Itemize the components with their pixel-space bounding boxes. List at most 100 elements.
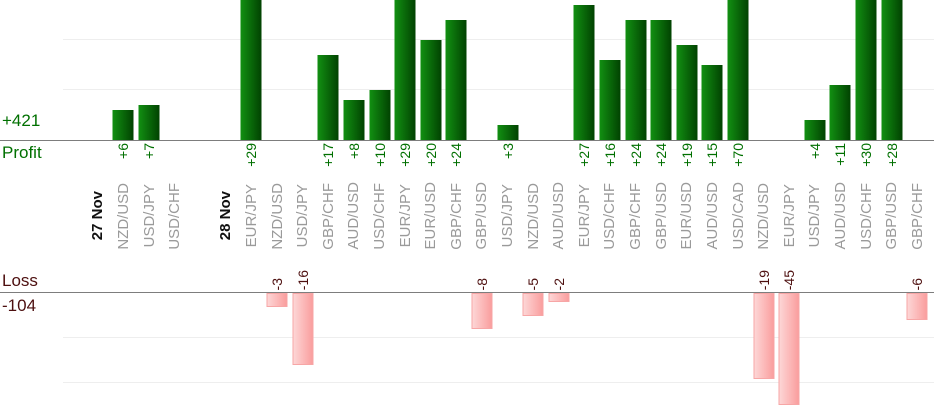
loss-bar bbox=[292, 293, 314, 365]
spacer-cell bbox=[725, 252, 751, 266]
pair-label: EUR/JPY bbox=[780, 184, 798, 248]
loss-value-cell: -16 bbox=[290, 266, 316, 292]
loss-bar bbox=[753, 293, 775, 379]
loss-value-cell: -5 bbox=[520, 266, 546, 292]
profit-value-cell: +11 bbox=[828, 140, 854, 180]
column-aud-usd: AUD/USD -2 bbox=[546, 0, 572, 420]
x-label-cell: AUD/USD bbox=[341, 180, 367, 252]
pair-label: USD/CHF bbox=[601, 182, 619, 250]
column-nzd-usd: NZD/USD -3 bbox=[264, 0, 290, 420]
x-label-cell bbox=[187, 180, 213, 252]
loss-plot-cell bbox=[85, 292, 111, 420]
column-nzd-usd: +6 NZD/USD bbox=[111, 0, 137, 420]
x-label-cell: EUR/JPY bbox=[572, 180, 598, 252]
profit-gridline-10 bbox=[63, 89, 934, 90]
loss-plot-cell bbox=[315, 292, 341, 420]
spacer-cell bbox=[700, 252, 726, 266]
profit-value-cell: +3 bbox=[495, 140, 521, 180]
profit-plot-cell bbox=[546, 0, 572, 140]
profit-value-cell bbox=[162, 140, 188, 180]
loss-plot-cell bbox=[111, 292, 137, 420]
spacer-cell bbox=[853, 252, 879, 266]
spacer-cell bbox=[495, 252, 521, 266]
pair-label: NZD/USD bbox=[114, 182, 132, 250]
spacer-cell bbox=[85, 252, 111, 266]
profit-bar bbox=[369, 90, 390, 140]
profit-bar bbox=[138, 105, 160, 140]
loss-plot-cell bbox=[853, 292, 879, 420]
profit-bar bbox=[112, 110, 134, 140]
loss-axis-label: Loss bbox=[2, 271, 38, 290]
profit-plot-cell bbox=[674, 0, 700, 140]
loss-plot-cell bbox=[572, 292, 598, 420]
profit-bar bbox=[599, 60, 621, 140]
spacer-cell bbox=[623, 252, 649, 266]
loss-value-label: -19 bbox=[755, 269, 772, 290]
profit-axis-label: Profit bbox=[2, 143, 42, 162]
spacer-cell bbox=[444, 252, 470, 266]
column-aud-usd: +8 AUD/USD bbox=[341, 0, 367, 420]
loss-plot-cell bbox=[341, 292, 367, 420]
column-usd-jpy: +7 USD/JPY bbox=[136, 0, 162, 420]
profit-plot-cell bbox=[648, 0, 674, 140]
loss-value-cell bbox=[136, 266, 162, 292]
loss-gridline-20 bbox=[63, 382, 934, 383]
x-label-cell: AUD/USD bbox=[546, 180, 572, 252]
pair-label: GBP/CHF bbox=[319, 182, 337, 250]
spacer-cell bbox=[213, 252, 239, 266]
loss-plot-cell bbox=[546, 292, 572, 420]
loss-plot-cell bbox=[597, 292, 623, 420]
loss-bar bbox=[906, 293, 928, 320]
loss-value-label: -6 bbox=[909, 277, 926, 290]
profit-gridline-20 bbox=[63, 39, 934, 40]
column-usd-chf: USD/CHF bbox=[162, 0, 188, 420]
profit-value-cell: +7 bbox=[136, 140, 162, 180]
loss-bar bbox=[471, 293, 493, 329]
profit-value-cell: +27 bbox=[572, 140, 598, 180]
loss-bar bbox=[548, 293, 570, 302]
profit-plot-cell bbox=[828, 0, 854, 140]
profit-plot-cell bbox=[239, 0, 265, 140]
loss-value-cell bbox=[879, 266, 905, 292]
profit-bar bbox=[317, 55, 339, 140]
pair-label: AUD/USD bbox=[550, 182, 568, 250]
column-gbp-usd: +28 GBP/USD bbox=[879, 0, 905, 420]
loss-plot-cell bbox=[674, 292, 700, 420]
spacer-cell bbox=[776, 252, 802, 266]
x-label-cell: USD/JPY bbox=[495, 180, 521, 252]
loss-value-cell bbox=[315, 266, 341, 292]
loss-value-cell bbox=[597, 266, 623, 292]
profit-value-cell: +16 bbox=[597, 140, 623, 180]
spacer-cell bbox=[648, 252, 674, 266]
column-usd-chf: +16 USD/CHF bbox=[597, 0, 623, 420]
x-label-cell: 28 Nov bbox=[213, 180, 239, 252]
loss-value-cell bbox=[725, 266, 751, 292]
pair-label: NZD/USD bbox=[524, 182, 542, 250]
pair-label: GBP/USD bbox=[473, 182, 491, 250]
profit-value-cell: +29 bbox=[239, 140, 265, 180]
column-gbp-usd: GBP/USD -8 bbox=[469, 0, 495, 420]
pair-label: EUR/USD bbox=[422, 182, 440, 250]
loss-plot-cell bbox=[239, 292, 265, 420]
spacer-cell bbox=[418, 252, 444, 266]
profit-plot-cell bbox=[469, 0, 495, 140]
loss-value-cell: -8 bbox=[469, 266, 495, 292]
profit-plot-cell bbox=[802, 0, 828, 140]
x-label-cell: USD/CHF bbox=[162, 180, 188, 252]
loss-value-cell bbox=[572, 266, 598, 292]
loss-total: -104 bbox=[2, 296, 37, 315]
column-usd-jpy: USD/JPY -16 bbox=[290, 0, 316, 420]
pair-label: USD/JPY bbox=[140, 184, 158, 248]
profit-value-cell: +17 bbox=[315, 140, 341, 180]
profit-value-cell bbox=[905, 140, 931, 180]
profit-value-cell bbox=[751, 140, 777, 180]
pair-label: GBP/CHF bbox=[447, 182, 465, 250]
spacer-cell bbox=[392, 252, 418, 266]
x-label-cell: GBP/CHF bbox=[444, 180, 470, 252]
profit-value-label: +4 bbox=[806, 143, 823, 159]
x-label-cell: 27 Nov bbox=[85, 180, 111, 252]
profit-value-cell: +29 bbox=[392, 140, 418, 180]
profit-plot-cell bbox=[495, 0, 521, 140]
pair-label: USD/CAD bbox=[729, 182, 747, 250]
column-gbp-chf: +17 GBP/CHF bbox=[315, 0, 341, 420]
